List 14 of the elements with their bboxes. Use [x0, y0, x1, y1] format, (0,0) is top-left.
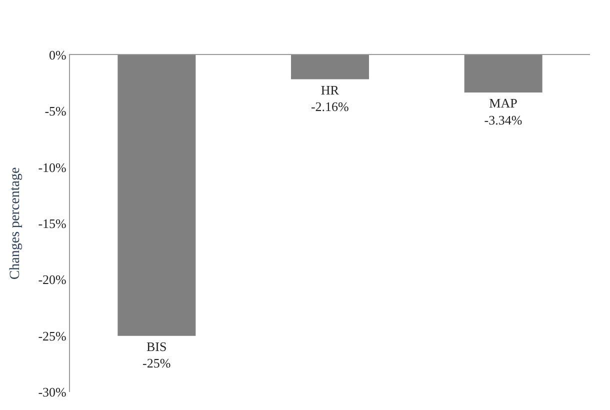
annotation: BIS	[146, 338, 167, 354]
data-label: -2.16%	[310, 99, 350, 114]
y-tick-label: -25%	[38, 328, 67, 344]
y-tick-label: -5%	[44, 104, 67, 119]
y-tick-label: -10%	[38, 160, 67, 175]
y-tick-label: -30%	[38, 384, 67, 400]
data-label: -25%	[142, 356, 171, 371]
y-axis-title: Changes percentage	[8, 167, 23, 280]
data-label: -3.34%	[484, 112, 522, 128]
y-tick-label: -15%	[38, 216, 67, 232]
annotation: HR	[320, 82, 340, 98]
annotation: MAP	[489, 96, 518, 111]
y-tick-label: 0%	[49, 48, 67, 63]
y-tick-label: -20%	[38, 272, 67, 288]
